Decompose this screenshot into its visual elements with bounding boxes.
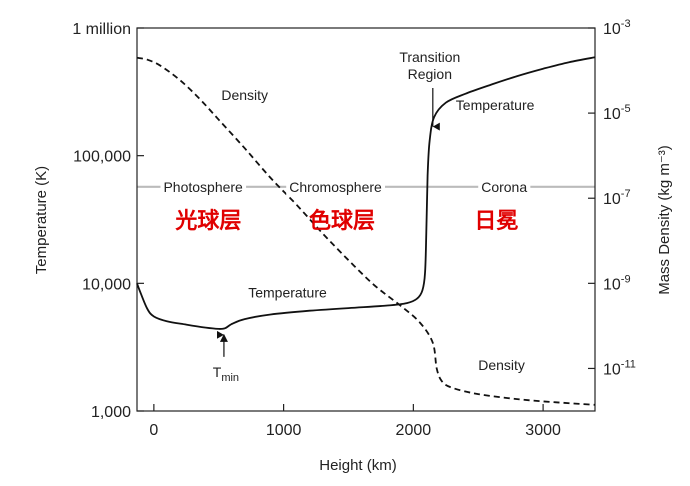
curve-annotation: Density	[221, 87, 268, 103]
curve-annotation: Temperature	[456, 97, 535, 113]
y-left-tick-label: 100,000	[73, 149, 131, 166]
y-right-axis-label: Mass Density (kg m⁻³)	[656, 145, 673, 295]
x-tick-label: 2000	[396, 422, 432, 439]
series-lines	[136, 56, 596, 406]
x-tick-label: 0	[149, 422, 158, 439]
curve-annotation: Temperature	[248, 284, 327, 300]
plot-frame	[136, 27, 596, 412]
y-right-tick-label: 10-11	[603, 358, 636, 378]
region-label: Corona	[481, 179, 527, 195]
tmin-arrowhead	[219, 333, 228, 342]
labels-layer: Photosphere Chromosphere Corona 光球层 色球层 日冕 Den…	[160, 49, 535, 384]
y-left-tick-label: 1 million	[72, 21, 131, 38]
region-label-bg	[478, 177, 531, 196]
x-tick-label: 3000	[525, 422, 561, 439]
region-label-bg	[286, 177, 386, 196]
y-right-tick-label: 10-9	[603, 273, 631, 293]
y-right-tick-label: 10-7	[603, 188, 631, 208]
density-line	[136, 56, 596, 406]
transition-region-label: Transition	[399, 49, 460, 65]
curve-annotation: Density	[478, 357, 525, 373]
y-left-axis-label: Temperature (K)	[33, 166, 50, 274]
chinese-region-label: 光球层	[174, 208, 241, 234]
y-right-tick-label: 10-3	[603, 18, 631, 38]
x-tick-label: 1000	[266, 422, 302, 439]
transition-region-label: Region	[408, 66, 452, 82]
chinese-region-label: 色球层	[309, 208, 375, 234]
x-axis-label: Height (km)	[319, 457, 397, 474]
y-right-tick-label: 10-5	[603, 103, 631, 123]
region-label: Chromosphere	[289, 179, 382, 195]
chinese-region-label: 日冕	[474, 208, 518, 234]
region-label: Photosphere	[163, 179, 243, 195]
y-left-tick-label: 1,000	[91, 404, 131, 421]
axis-ticks: 0 1000 2000 3000 1,000 10,000 100,000 1 million…	[72, 18, 636, 439]
tmin-label: Tmin	[213, 364, 239, 384]
y-left-tick-label: 10,000	[82, 276, 131, 293]
region-label-bg	[160, 177, 247, 196]
